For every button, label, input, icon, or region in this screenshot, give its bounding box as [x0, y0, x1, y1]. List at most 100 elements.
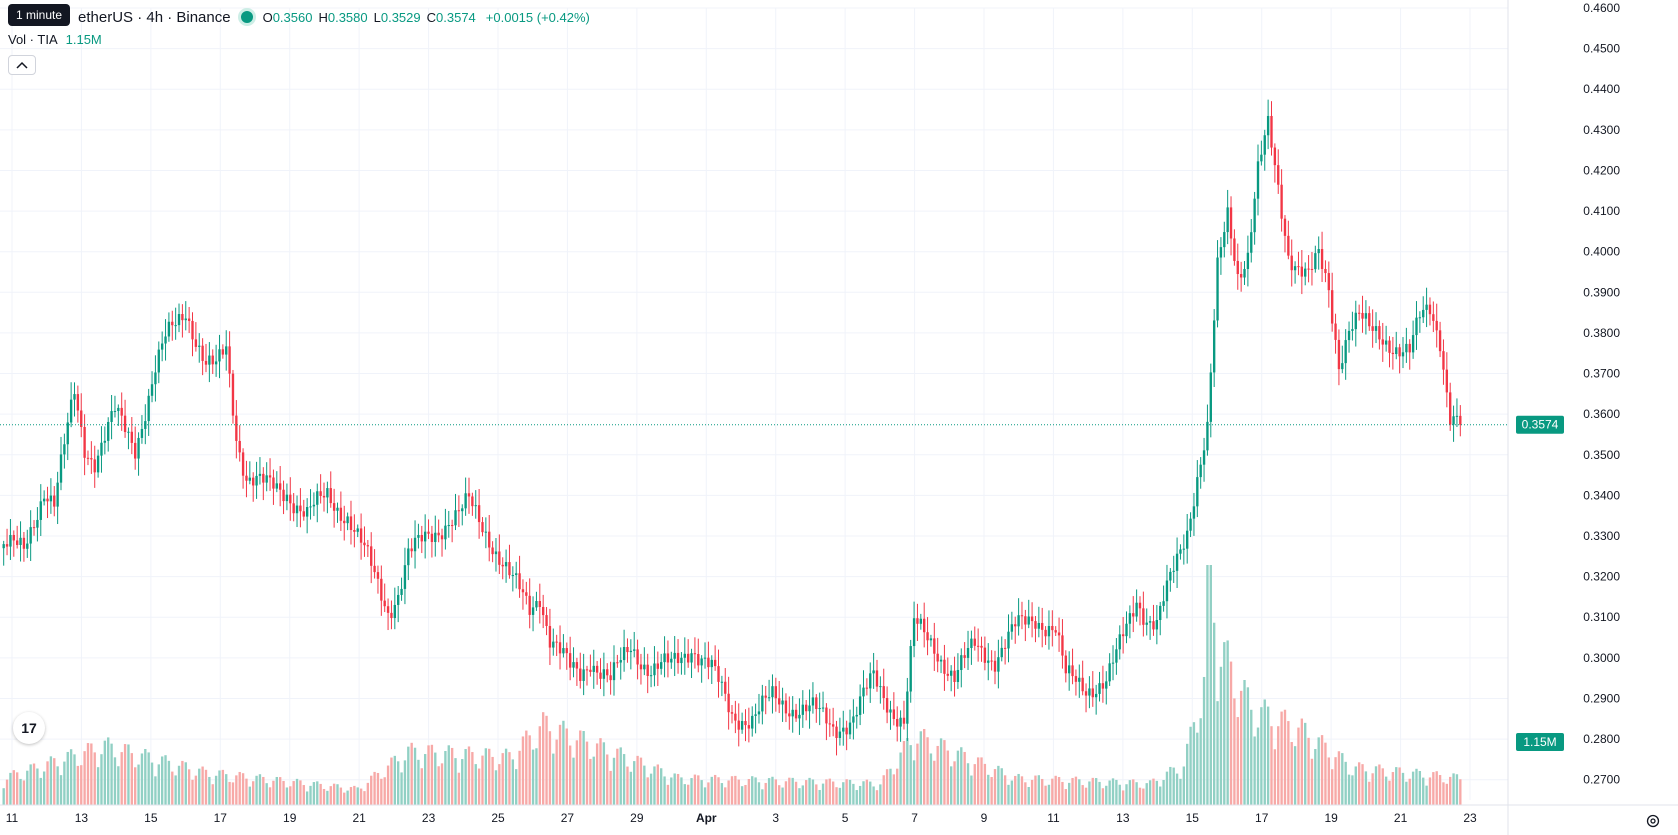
candle-body: [1266, 115, 1270, 136]
volume-bar: [1270, 726, 1273, 805]
candle-body: [120, 407, 123, 416]
candle-body: [366, 545, 370, 547]
candle-body: [646, 664, 649, 676]
volume-bar: [1314, 749, 1317, 805]
volume-bar: [1216, 701, 1219, 805]
candle-body: [754, 714, 757, 716]
volume-bar: [461, 759, 464, 805]
candle-body: [1145, 622, 1148, 625]
candle-body: [73, 394, 76, 400]
volume-bar: [373, 771, 376, 805]
candle-body: [670, 658, 673, 663]
volume-bar: [1344, 761, 1347, 805]
volume-bar: [53, 758, 56, 805]
candle-body: [555, 641, 558, 643]
candle-body: [1449, 392, 1452, 425]
candle-body: [1068, 665, 1071, 674]
price-tick-label: 0.4600: [1583, 1, 1620, 15]
candle-body: [943, 659, 946, 674]
time-tick-label: 23: [1463, 811, 1477, 825]
volume-bar: [343, 792, 346, 805]
candle-body: [2, 544, 5, 549]
candle-body: [737, 720, 740, 730]
candle-body: [235, 415, 238, 441]
candle-body: [1418, 317, 1422, 319]
candle-body: [214, 361, 218, 365]
volume-bar: [184, 762, 187, 805]
candle-body: [376, 572, 380, 579]
volume-bar: [1233, 698, 1236, 805]
volume-bar: [171, 771, 174, 805]
volume-bar: [1398, 767, 1401, 805]
volume-bar: [150, 762, 154, 805]
candle-body: [319, 491, 322, 496]
volume-bar: [990, 777, 993, 805]
interval-tooltip: 1 minute: [8, 4, 71, 26]
candle-body: [960, 655, 963, 670]
candle-body: [1287, 235, 1290, 256]
candle-body: [309, 506, 312, 508]
candle-body: [798, 714, 801, 719]
candle-body: [1459, 415, 1462, 425]
candle-body: [1111, 662, 1115, 664]
candle-body: [403, 565, 407, 589]
volume-bar: [322, 788, 326, 805]
volume-bar: [423, 754, 427, 805]
volume-bar: [869, 781, 872, 805]
volume-bar: [541, 712, 545, 805]
volume-bar: [231, 782, 235, 805]
volume-bar: [875, 790, 879, 805]
candle-body: [397, 594, 400, 605]
volume-bar: [663, 776, 666, 805]
volume-bar: [511, 759, 515, 805]
low-value: 0.3529: [380, 9, 421, 25]
time-tick-label: 21: [1394, 811, 1408, 825]
tradingview-logo[interactable]: 17: [13, 712, 45, 744]
symbol-title[interactable]: etherUS · 4h · Binance: [78, 8, 231, 26]
volume-bar: [1115, 779, 1118, 805]
candle-body: [778, 698, 781, 705]
gear-icon[interactable]: [1645, 813, 1661, 829]
volume-bar: [676, 773, 680, 805]
candle-body: [906, 691, 909, 724]
candle-body: [1037, 622, 1041, 629]
candle-body: [164, 336, 167, 344]
candle-body: [390, 612, 393, 619]
volume-bar: [1007, 784, 1010, 805]
candle-body: [1105, 681, 1108, 689]
volume-bar: [909, 745, 912, 805]
volume-bar: [403, 760, 407, 805]
candle-body: [1051, 625, 1054, 631]
time-tick-label: 27: [561, 811, 575, 825]
volume-bar: [842, 782, 845, 805]
volume-bar: [134, 767, 137, 805]
candle-body: [855, 714, 858, 717]
candle-body: [835, 726, 838, 738]
volume-bar: [1246, 687, 1250, 805]
volume-bar: [1223, 642, 1226, 805]
candle-body: [174, 325, 177, 327]
candle-body: [1108, 663, 1111, 682]
volume-bars: [2, 565, 1462, 805]
collapse-legend-button[interactable]: [8, 55, 36, 75]
candle-body: [1233, 238, 1236, 261]
candle-body: [1280, 184, 1283, 219]
volume-legend[interactable]: Vol · TIA 1.15M: [8, 32, 102, 47]
volume-bar: [332, 783, 336, 805]
price-tick-label: 0.3900: [1583, 285, 1620, 299]
candle-body: [818, 708, 821, 710]
volume-bar: [1111, 778, 1115, 805]
candle-body: [1401, 352, 1405, 357]
volume-bar: [1432, 772, 1435, 805]
volume-bar: [555, 739, 558, 805]
candle-body: [39, 501, 42, 520]
volume-bar: [491, 756, 494, 805]
volume-bar: [1327, 757, 1330, 805]
volume-bar: [960, 747, 963, 805]
volume-bar: [1297, 727, 1300, 805]
close-value: 0.3574: [436, 9, 476, 25]
candle-body: [764, 695, 767, 698]
candle-body: [1324, 268, 1327, 274]
high-label: H: [318, 9, 328, 25]
